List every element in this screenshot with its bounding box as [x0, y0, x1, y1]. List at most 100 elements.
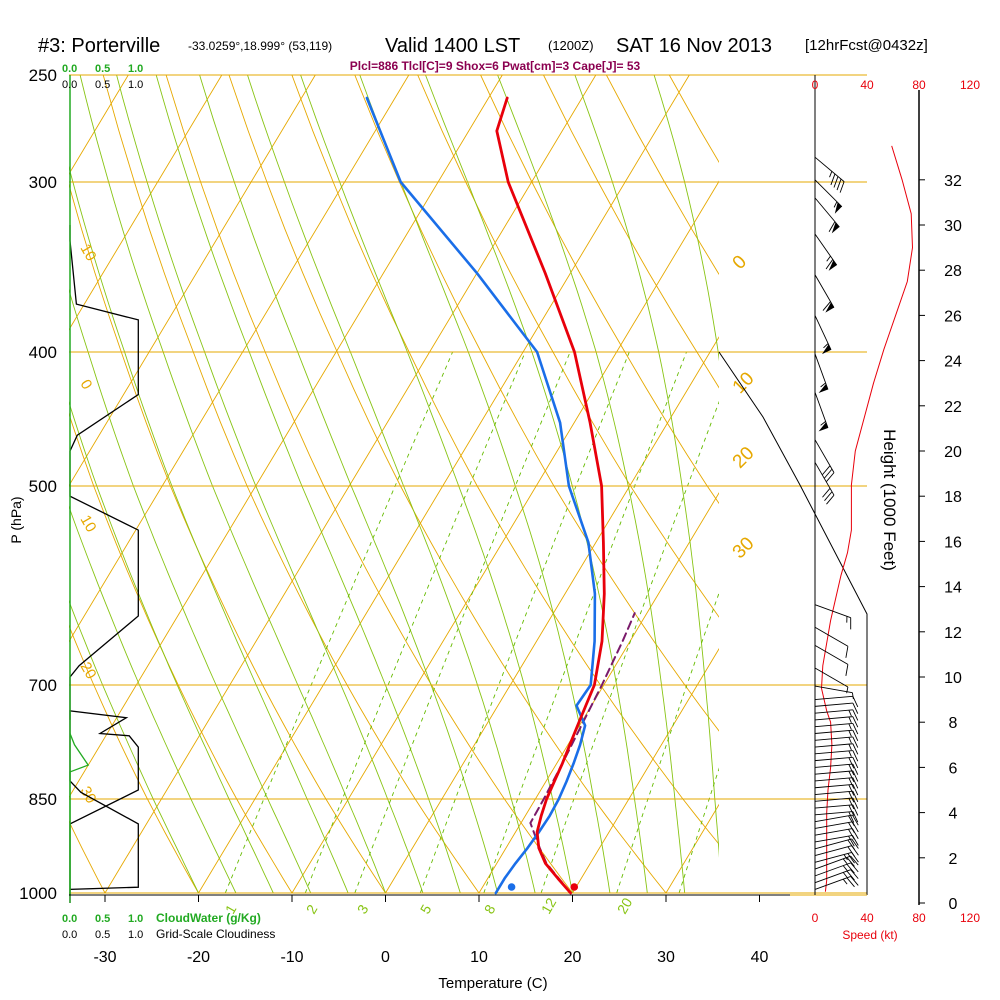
pressure-tick-label: 700 [29, 676, 57, 695]
wind-barb-feather [850, 869, 859, 879]
wind-barb-feather [848, 804, 855, 816]
wind-barb-feather [847, 853, 855, 864]
wind-barb [814, 197, 840, 234]
wind-barb-half [848, 737, 852, 744]
wind-barb-feather [852, 716, 859, 728]
cloudiness-scale-top: 0.0 [62, 79, 77, 91]
wind-barb [814, 814, 859, 827]
isotherm-line [572, 647, 719, 894]
dry-adiabat [291, 75, 719, 845]
dry-adiabat [543, 75, 719, 389]
dry-adiabat [69, 412, 293, 894]
isotherm-line [198, 75, 690, 894]
moist-adiabat [69, 600, 199, 894]
moist-adiabat [69, 165, 349, 894]
wind-barb-feather [848, 784, 855, 796]
wind-barb-staff [814, 604, 851, 619]
wind-barb-staff [814, 644, 849, 665]
wind-barb-staff [814, 777, 853, 782]
isotherm-label: 0 [729, 251, 751, 273]
parcel-trace [529, 612, 636, 894]
isotherm-line [69, 75, 503, 799]
wind-barb-feather [845, 664, 849, 676]
wind-barb [814, 743, 859, 755]
dry-adiabat [69, 183, 386, 894]
moist-adiabat [69, 505, 237, 894]
pressure-tick-label: 500 [29, 477, 57, 496]
height-tick-label: 24 [944, 354, 962, 371]
wind-barb-half [820, 421, 826, 426]
pressure-tick-label: 250 [29, 66, 57, 85]
isotherm-label: 30 [729, 533, 759, 563]
wind-barb-feather [852, 729, 859, 741]
wind-barb-staff [814, 790, 853, 795]
cloudiness-scale-top: 0.5 [95, 79, 110, 91]
wind-barb-feather [852, 763, 859, 775]
isotherm-label: 20 [77, 659, 100, 682]
station-coords: -33.0259°,18.999° (53,119) [188, 39, 332, 53]
mixing-ratio-line [419, 351, 630, 894]
isotherm-line [853, 75, 1000, 893]
wind-barb-flag [818, 383, 828, 393]
wind-barb-feather [847, 839, 855, 850]
wind-barb-feather [833, 176, 839, 188]
mixing-ratio-line [354, 351, 571, 894]
wind-barb-half [848, 716, 852, 723]
moist-adiabat [247, 75, 536, 894]
wind-barb-feather [852, 736, 859, 748]
forecast-run: [12hrFcst@0432z] [805, 37, 928, 54]
wind-barb-feather [846, 870, 855, 881]
isotherm-label: 10 [77, 512, 100, 535]
wind-barb [814, 315, 832, 355]
utc-time: (1200Z) [548, 38, 594, 53]
mixing-ratio-label: 3 [354, 902, 372, 917]
height-tick-label: 10 [944, 670, 962, 687]
wind-barb [814, 667, 849, 694]
wind-barb [814, 811, 859, 823]
moist-adiabat [155, 75, 461, 894]
isotherm-line [69, 75, 223, 331]
wind-barb-half [823, 343, 829, 349]
wind-barb-staff [814, 756, 853, 762]
moist-adiabat [199, 75, 499, 894]
wind-barb-feather [828, 221, 836, 232]
wind-barb [814, 736, 859, 748]
isotherm-label: 30 [77, 784, 100, 807]
wind-barb [814, 644, 849, 676]
wind-barb-feather [848, 811, 855, 823]
grid-clip [69, 75, 1000, 894]
mixing-ratio-label: 5 [417, 902, 435, 917]
wind-barb [814, 156, 845, 193]
y-axis-title: P (hPa) [8, 496, 24, 543]
wind-barb [814, 392, 829, 432]
pressure-tick-label: 850 [29, 790, 57, 809]
dry-adiabat [732, 75, 1000, 893]
dry-adiabat [984, 75, 1000, 893]
mixing-ratio-label: 8 [481, 902, 499, 917]
wind-barb [814, 869, 859, 884]
wind-barb [814, 722, 859, 735]
wind-barb-half [842, 878, 848, 885]
wind-barb-feather [826, 472, 835, 482]
wind-barb-feather [852, 723, 859, 735]
height-tick-label: 20 [944, 444, 962, 461]
wind-barb-feather [848, 798, 855, 810]
wind-barb [814, 763, 859, 776]
speed-axis-label: Speed (kt) [842, 928, 897, 942]
speed-tick-bottom: 80 [912, 911, 926, 925]
height-tick-label: 30 [944, 218, 962, 235]
cloudwater-scale-top: 0.5 [95, 63, 110, 75]
wind-barb-staff [814, 702, 853, 707]
mixing-ratio-line [540, 400, 719, 894]
wind-barb-flag [831, 222, 840, 234]
isotherm-line [478, 492, 719, 894]
wind-barb-feather [847, 846, 855, 857]
cloudiness-scale-top: 1.0 [128, 79, 143, 91]
wind-barb-feather [848, 822, 855, 833]
moist-adiabat [69, 401, 274, 894]
wind-barb-half [848, 730, 852, 737]
wind-barb [814, 233, 838, 271]
